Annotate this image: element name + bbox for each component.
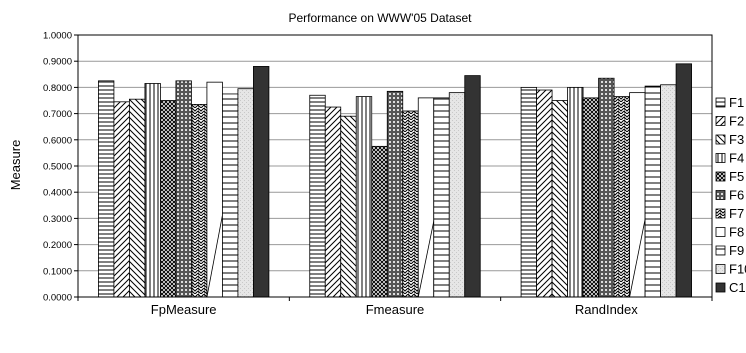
legend-swatch [715,282,726,293]
bar-f6-fmeasure [386,90,404,298]
bar-hatch-line [417,221,435,298]
bar-f3-randindex [551,100,568,298]
bar-f9-randindex [644,85,661,298]
legend-swatch [715,190,726,200]
bar-f4-fmeasure [355,96,373,298]
legend-label: F5 [729,169,744,184]
bar-f4-randindex [567,87,584,298]
bar-f2-randindex [536,89,553,298]
bar-c1-randindex [675,63,692,298]
bar-c1-fmeasure [464,75,481,298]
y-tick-label: 0.1000 [43,266,72,277]
legend-label: C1 [729,280,746,295]
bar-f2-fmeasure [324,106,342,298]
bar-f6-fpmeasure [175,80,192,298]
bar-f5-fpmeasure [160,100,177,298]
legend-swatch [715,153,726,163]
y-tick-label: 1.0000 [43,31,72,42]
y-tick-label: 0.5000 [43,162,72,173]
bar-f10-fpmeasure [237,88,254,298]
chart-title: Performance on WWW'05 Dataset [288,11,472,25]
bar-c1-fpmeasure [253,66,270,298]
bar-f10-fmeasure [448,92,466,298]
axes [77,34,713,301]
bar-f1-fmeasure [309,94,326,298]
legend-label: F3 [729,132,744,147]
bar-f8-randindex [629,92,646,298]
legend-swatch [715,171,726,182]
bar-f5-fmeasure [371,145,388,298]
bar-f2-fpmeasure [113,101,130,298]
bars [98,63,692,298]
bar-f7-randindex [613,96,630,298]
legend: F1 F2 F3 F4 F5 F6 F7 F8 F9 F10 C1 [715,95,746,295]
y-tick-label: 0.6000 [43,135,72,146]
bar-f9-fmeasure [433,97,450,298]
bar-f9-fpmeasure [222,93,239,298]
y-tick-label: 0.9000 [43,57,72,68]
legend-swatch [715,116,726,126]
legend-swatch [715,245,726,256]
legend-swatch [715,208,726,219]
bar-f5-randindex [582,97,599,298]
y-tick-label: 0.4000 [43,188,72,199]
bar-f1-randindex [520,87,537,298]
legend-label: F2 [729,114,744,129]
legend-label: F8 [729,225,744,240]
x-category-label: Fmeasure [366,302,425,317]
bar-f10-randindex [660,84,677,298]
y-tick-label: 0.7000 [43,109,72,120]
bar-f8-fpmeasure [206,81,223,298]
legend-swatch [715,227,726,237]
legend-swatch [715,134,726,145]
y-axis-label: Measure [8,140,23,191]
bar-f4-fpmeasure [144,83,161,298]
bar-f3-fmeasure [340,115,357,298]
bar-f8-fmeasure [417,97,435,298]
bar-f1-fpmeasure [98,80,115,298]
legend-swatch [715,264,726,274]
x-axis-categories: FpMeasure Fmeasure RandIndex [151,302,638,317]
bar-f7-fpmeasure [191,104,208,298]
bar-f3-fpmeasure [129,98,146,298]
legend-label: F9 [729,243,744,258]
plot-area-frame [77,34,713,298]
bar-hatch-line [206,215,223,298]
legend-label: F6 [729,188,744,203]
bar-f6-randindex [598,77,615,298]
bar-f7-fmeasure [402,110,419,298]
x-category-label: RandIndex [575,302,638,317]
y-tick-label: 0.0000 [43,293,72,304]
y-tick-label: 0.3000 [43,214,72,225]
y-axis-ticks: 0.0000 0.1000 0.2000 0.3000 0.4000 0.5000 0.60… [43,31,78,304]
legend-swatch [715,97,726,108]
legend-label: F4 [729,151,744,166]
legend-label: F1 [729,95,744,110]
y-tick-label: 0.2000 [43,240,72,251]
legend-label: F7 [729,206,744,221]
x-category-label: FpMeasure [151,302,217,317]
legend-label: F10 [729,262,746,277]
y-tick-label: 0.8000 [43,83,72,94]
bar-hatch-line [629,219,646,298]
